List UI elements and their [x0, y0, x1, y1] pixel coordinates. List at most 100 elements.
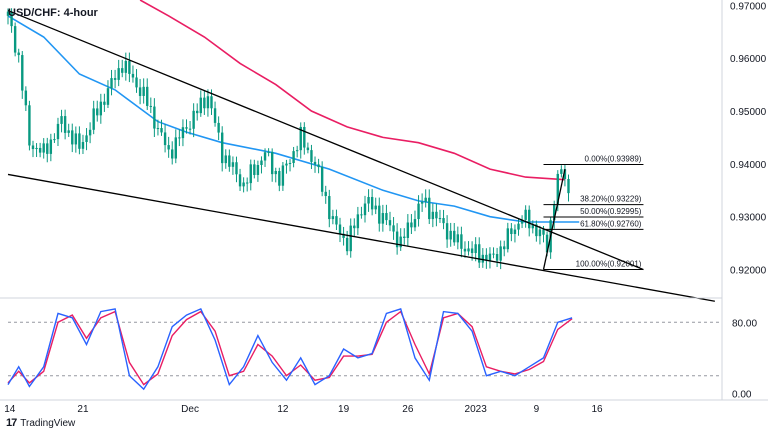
- candle-body: [395, 231, 399, 248]
- candle-body: [306, 147, 310, 151]
- candle-body: [349, 225, 352, 252]
- candle-body: [17, 52, 20, 56]
- candle-body: [545, 234, 549, 253]
- candle-body: [513, 229, 517, 235]
- candle-body: [442, 218, 445, 224]
- price-tick-label: 0.95000: [730, 107, 767, 118]
- candle-body: [288, 162, 292, 164]
- trendline: [7, 9, 644, 271]
- candle-body: [560, 169, 563, 174]
- candle-body: [153, 106, 156, 129]
- candle-body: [424, 197, 427, 202]
- price-tick-label: 0.92000: [730, 266, 767, 277]
- candle-body: [299, 126, 302, 151]
- candle-body: [420, 201, 424, 204]
- trendline: [542, 169, 566, 270]
- candle-body: [538, 229, 542, 237]
- candle-body: [224, 155, 227, 164]
- candle-body: [506, 228, 509, 250]
- time-tick-label: 14: [4, 404, 16, 415]
- candle-body: [499, 246, 502, 261]
- fib-level-label: 50.00%(0.92995): [580, 207, 642, 216]
- candle-body: [392, 225, 395, 232]
- candle-body: [517, 223, 520, 230]
- candle-body: [81, 142, 85, 149]
- candle-body: [96, 108, 99, 116]
- candle-body: [110, 78, 113, 89]
- candle-body: [335, 216, 338, 225]
- candle-body: [453, 230, 456, 243]
- candle-body: [556, 173, 559, 205]
- candle-body: [60, 116, 63, 124]
- ema-slow-line: [139, 0, 565, 181]
- candle-body: [285, 163, 288, 166]
- fib-level-label: 0.00%(0.93989): [585, 154, 642, 163]
- candle-body: [356, 214, 360, 229]
- candle-body: [456, 234, 460, 243]
- candle-body: [310, 150, 313, 162]
- candle-body: [99, 101, 103, 116]
- candle-body: [553, 204, 556, 221]
- candle-body: [174, 137, 177, 159]
- candle-body: [231, 162, 235, 167]
- candle-body: [374, 205, 377, 210]
- candle-body: [106, 88, 110, 105]
- trendlines[interactable]: [7, 9, 715, 302]
- tradingview-logo-icon: 17: [6, 417, 17, 429]
- fib-level-label: 100.00%(0.92001): [576, 260, 642, 269]
- candle-body: [263, 152, 267, 161]
- price-tick-label: 0.96000: [730, 54, 767, 65]
- stoch-d-line: [7, 310, 573, 386]
- trendline: [7, 173, 715, 302]
- candle-body: [449, 230, 452, 240]
- candle-body: [217, 122, 220, 133]
- stoch-tick-label: 80.00: [732, 318, 757, 329]
- candle-body: [278, 171, 281, 186]
- candle-body: [481, 254, 485, 263]
- candle-body: [235, 162, 238, 175]
- time-tick-label: 26: [402, 404, 414, 415]
- candle-body: [160, 128, 163, 133]
- candlesticks: [6, 8, 570, 270]
- time-tick-label: Dec: [181, 404, 199, 415]
- candle-body: [345, 237, 349, 252]
- candle-body: [478, 244, 481, 263]
- candle-body: [38, 147, 42, 153]
- candle-body: [492, 253, 495, 255]
- candle-body: [113, 78, 117, 80]
- candle-body: [431, 211, 435, 220]
- time-tick-label: 9: [534, 404, 540, 415]
- candle-body: [503, 246, 506, 250]
- candle-body: [88, 129, 92, 136]
- candle-body: [146, 86, 149, 106]
- candle-body: [445, 223, 449, 240]
- candle-body: [528, 209, 531, 229]
- candle-body: [463, 248, 467, 252]
- candle-body: [438, 218, 442, 220]
- candle-body: [256, 164, 260, 175]
- candle-body: [295, 150, 299, 152]
- candle-body: [103, 101, 106, 105]
- candle-body: [260, 160, 263, 165]
- candle-body: [399, 236, 402, 248]
- candle-body: [485, 254, 488, 261]
- candle-body: [128, 60, 131, 74]
- price-tick-label: 0.94000: [730, 160, 767, 171]
- fibonacci-retracement[interactable]: 0.00%(0.93989) 38.20%(0.93229) 50.00%(0.92…: [543, 154, 644, 271]
- axes: 0.97000 0.96000 0.95000 0.94000 0.93000 0.920…: [0, 0, 768, 415]
- time-tick-label: 19: [338, 404, 350, 415]
- candle-body: [13, 26, 17, 53]
- candle-body: [488, 253, 492, 261]
- candle-body: [242, 182, 245, 187]
- candle-body: [21, 55, 24, 91]
- candle-body: [413, 219, 417, 228]
- candle-body: [535, 224, 538, 237]
- candle-body: [467, 248, 470, 252]
- candle-body: [328, 196, 331, 220]
- ema-fast-line: [7, 15, 580, 223]
- candle-body: [338, 224, 342, 234]
- price-tick-label: 0.93000: [730, 213, 767, 224]
- candle-body: [238, 174, 242, 187]
- candle-body: [460, 234, 463, 249]
